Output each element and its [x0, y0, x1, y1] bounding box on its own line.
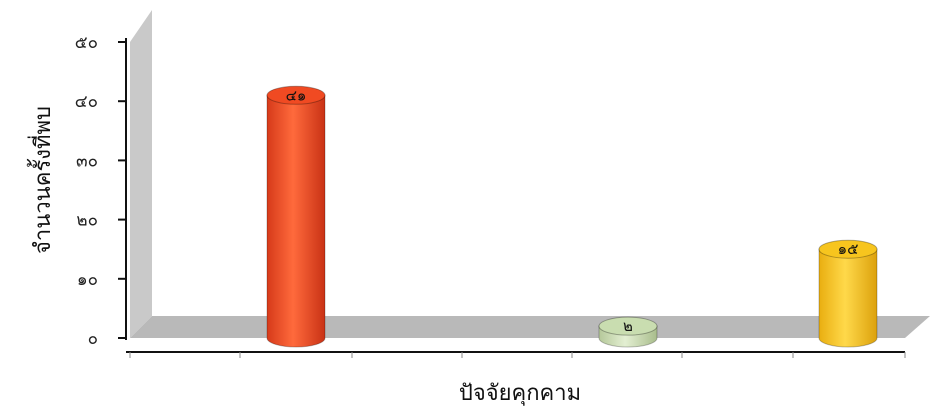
y-axis-ticks: ๐ ๑๐ ๒๐ ๓๐ ๔๐ ๕๐ [75, 33, 126, 349]
back-wall [130, 10, 152, 338]
y-tick-label: ๑๐ [77, 270, 98, 290]
bar: ๔๑ [266, 85, 326, 348]
bars-group: ๔๑๒ ๑๕ [266, 85, 878, 348]
y-tick-label: ๒๐ [76, 211, 98, 231]
y-tick-label: ๐ [88, 329, 98, 349]
y-tick-label: ๕๐ [75, 33, 98, 53]
floor-plane [130, 316, 930, 338]
y-tick-label: ๔๐ [75, 92, 98, 112]
bar-top-cap [266, 85, 326, 105]
bar-value-label: ๑๕ [838, 240, 859, 258]
y-tick-label: ๓๐ [76, 151, 98, 171]
bar-value-label: ๔๑ [286, 86, 307, 104]
bar-body [266, 94, 326, 348]
x-axis-title: ปัจจัยคุกคาม [459, 381, 581, 406]
bar-top-cap [818, 239, 878, 259]
bar-body [818, 248, 878, 348]
x-axis-ticks [129, 352, 906, 358]
bar: ๒ [598, 316, 658, 348]
bar: ๑๕ [818, 239, 878, 348]
y-axis-title: จำนวนครั้งที่พบ [27, 106, 56, 254]
bar-value-label: ๒ [623, 317, 633, 335]
bar-top-cap [598, 316, 658, 336]
